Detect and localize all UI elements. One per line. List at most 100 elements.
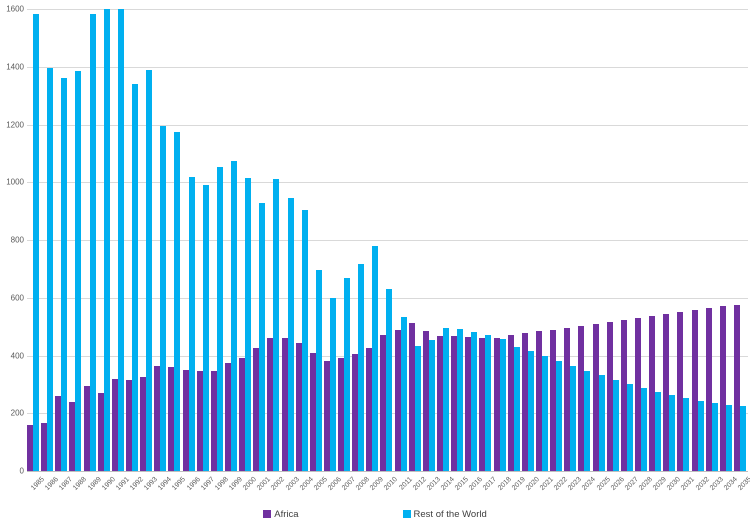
bar-rest-of-world-2017 <box>485 335 492 471</box>
bar-rest-of-world-2013 <box>428 340 435 471</box>
bar-africa-2029 <box>649 316 655 471</box>
legend-item-africa: Africa <box>263 508 299 520</box>
bar-rest-of-world-1987 <box>61 78 68 471</box>
bar-africa-1987 <box>55 395 62 471</box>
y-axis-tick-label: 200 <box>10 408 24 418</box>
bar-africa-2030 <box>663 314 670 471</box>
y-axis-tick-label: 1000 <box>6 177 24 187</box>
bar-africa-1991 <box>111 378 118 471</box>
bar-africa-2018 <box>493 337 500 471</box>
bar-rest-of-world-1990 <box>103 9 110 471</box>
bar-rest-of-world-2018 <box>499 339 506 471</box>
bar-africa-2010 <box>380 335 387 471</box>
bar-rest-of-world-2032 <box>697 400 704 471</box>
bar-rest-of-world-1999 <box>230 161 237 471</box>
bar-rest-of-world-2026 <box>612 379 619 471</box>
bar-rest-of-world-2001 <box>259 203 266 471</box>
bar-rest-of-world-2011 <box>400 317 407 471</box>
bar-africa-2019 <box>507 335 514 471</box>
bar-africa-2028 <box>634 318 641 471</box>
bar-africa-1990 <box>97 393 104 471</box>
bar-africa-2023 <box>564 327 571 471</box>
bar-africa-2021 <box>535 331 542 471</box>
y-axis-tick-label: 0 <box>19 466 24 476</box>
bar-rest-of-world-1996 <box>188 177 195 471</box>
bar-africa-1997 <box>196 371 203 471</box>
y-axis-tick-label: 600 <box>10 293 24 303</box>
bar-rest-of-world-2019 <box>513 346 520 471</box>
bar-rest-of-world-2010 <box>386 289 393 471</box>
y-axis-tick-label: 400 <box>10 351 24 360</box>
bar-africa-2000 <box>239 358 246 471</box>
gridline <box>27 182 748 184</box>
bar-rest-of-world-1997 <box>202 185 209 471</box>
gridline <box>27 9 748 10</box>
bar-africa-1994 <box>154 365 161 471</box>
legend: Africa Rest of the World <box>0 506 750 522</box>
y-axis-tick-label: 1400 <box>6 62 24 72</box>
bar-africa-2006 <box>323 361 330 471</box>
legend-label-rest-of-world: Rest of the World <box>413 508 487 520</box>
bar-rest-of-world-1985 <box>33 13 39 471</box>
bar-africa-2014 <box>437 336 443 471</box>
bar-africa-1993 <box>140 377 147 471</box>
bar-rest-of-world-2004 <box>301 209 308 471</box>
bar-africa-2020 <box>521 333 528 471</box>
bar-rest-of-world-2028 <box>640 388 647 471</box>
bar-africa-2008 <box>352 354 359 471</box>
bar-africa-2001 <box>253 348 260 471</box>
bar-rest-of-world-2025 <box>598 374 605 471</box>
bar-africa-2022 <box>550 329 557 471</box>
africa-swatch-icon <box>263 510 272 518</box>
gridline <box>27 66 748 68</box>
bar-africa-2011 <box>394 330 401 471</box>
bar-africa-2033 <box>705 308 712 471</box>
bar-africa-1996 <box>182 369 189 471</box>
bar-rest-of-world-2002 <box>273 179 280 471</box>
bar-rest-of-world-2009 <box>372 246 379 471</box>
bar-rest-of-world-1995 <box>174 131 181 471</box>
bar-rest-of-world-1986 <box>47 68 54 471</box>
bar-africa-2016 <box>465 337 472 471</box>
bar-africa-2009 <box>366 348 373 471</box>
bar-africa-1988 <box>69 401 76 471</box>
y-axis-tick-label: 800 <box>10 235 24 245</box>
legend-item-rest-of-world: Rest of the World <box>402 508 487 520</box>
bar-rest-of-world-2024 <box>584 370 591 471</box>
rest-of-world-swatch-icon <box>402 510 411 518</box>
bar-africa-2012 <box>408 323 415 471</box>
bar-rest-of-world-2014 <box>443 327 449 471</box>
bar-africa-1985 <box>27 424 33 471</box>
bar-africa-1992 <box>126 380 132 471</box>
bar-rest-of-world-1994 <box>160 125 167 471</box>
y-axis-tick-label: 1200 <box>6 120 24 129</box>
y-axis-tick-label: 1600 <box>6 4 24 14</box>
bar-africa-2024 <box>578 325 585 471</box>
bar-rest-of-world-2008 <box>358 263 365 471</box>
bar-rest-of-world-2020 <box>527 350 534 471</box>
bar-africa-2007 <box>338 358 344 471</box>
bar-africa-2002 <box>267 338 274 471</box>
bar-rest-of-world-1992 <box>132 84 138 471</box>
bar-rest-of-world-2033 <box>711 403 718 471</box>
bar-rest-of-world-2034 <box>725 405 732 471</box>
bar-africa-2004 <box>295 342 302 471</box>
bar-africa-2032 <box>691 310 698 471</box>
bar-africa-2034 <box>719 306 726 471</box>
bar-rest-of-world-2029 <box>655 391 661 471</box>
legend-label-africa: Africa <box>274 508 299 520</box>
bar-rest-of-world-2030 <box>669 394 676 471</box>
bar-rest-of-world-2035 <box>739 406 746 471</box>
bar-africa-2025 <box>592 323 599 471</box>
bar-africa-2031 <box>677 312 684 471</box>
bar-rest-of-world-1991 <box>117 9 124 471</box>
bar-africa-1995 <box>168 367 175 472</box>
bar-rest-of-world-2012 <box>414 345 421 471</box>
bar-africa-1989 <box>83 385 90 471</box>
bar-africa-1986 <box>41 423 48 471</box>
bar-rest-of-world-1988 <box>75 71 82 471</box>
bar-africa-2027 <box>620 320 627 471</box>
bar-africa-2003 <box>281 338 288 471</box>
